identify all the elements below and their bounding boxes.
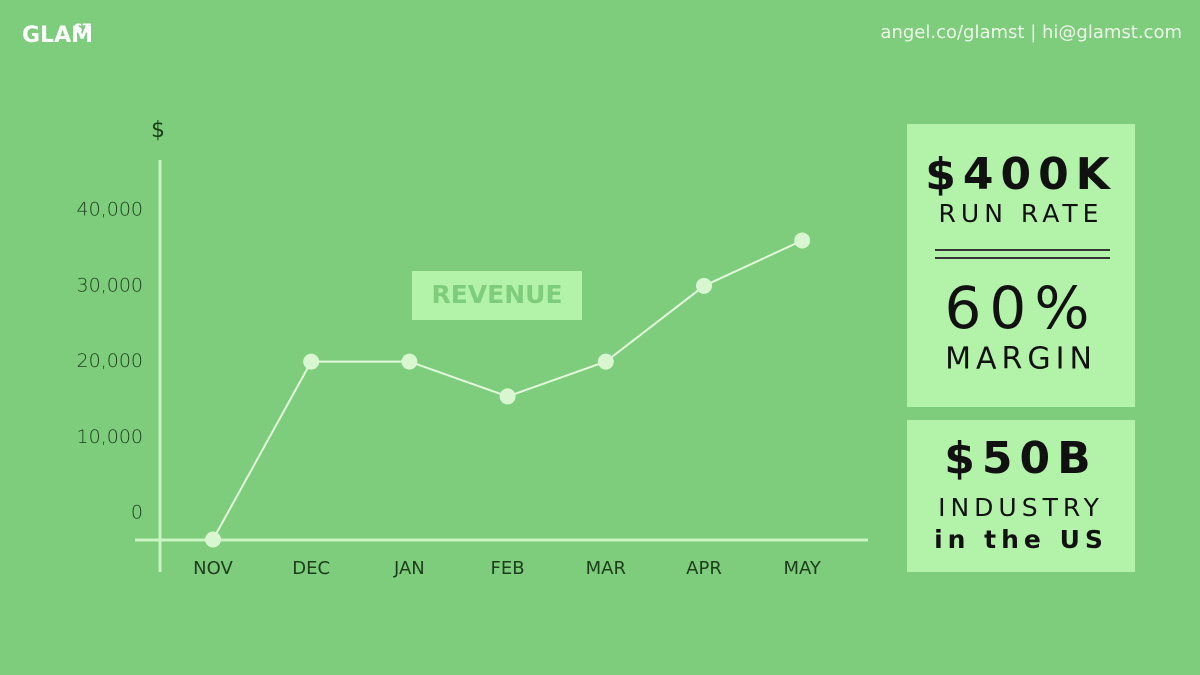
y-axis-label: $ xyxy=(151,118,165,143)
logo: GLAM xyxy=(22,23,93,48)
y-tick-label: 10,000 xyxy=(77,426,143,448)
stat-value: 60% xyxy=(945,274,1098,342)
stat-box xyxy=(907,420,1135,572)
x-tick-label: MAR xyxy=(586,558,626,579)
stat-value: $50B xyxy=(944,433,1097,484)
y-tick-label: 30,000 xyxy=(77,274,143,296)
contact: angel.co/glamst | hi@glamst.com xyxy=(880,22,1182,43)
x-tick-label: FEB xyxy=(491,558,525,579)
stat-label: INDUSTRY xyxy=(938,493,1104,522)
data-point xyxy=(205,531,221,548)
data-point xyxy=(794,232,811,249)
y-tick-label: 0 xyxy=(131,502,143,524)
x-tick-label: APR xyxy=(686,558,722,579)
stat-label: RUN RATE xyxy=(939,199,1104,228)
stat-value: $400K xyxy=(925,149,1117,200)
title-box xyxy=(412,271,582,320)
x-tick-label: NOV xyxy=(193,558,233,579)
data-point xyxy=(696,277,712,294)
data-point xyxy=(499,388,516,405)
y-tick-label: 40,000 xyxy=(77,199,143,221)
y-tick-label: 20,000 xyxy=(77,350,143,372)
x-tick-label: JAN xyxy=(393,558,425,579)
data-point xyxy=(597,353,614,370)
x-tick-label: MAY xyxy=(783,558,821,579)
chart-title: REVENUE xyxy=(431,280,562,309)
data-point xyxy=(303,353,320,370)
data-point xyxy=(401,353,418,370)
stat-label: MARGIN xyxy=(945,342,1097,377)
x-tick-label: DEC xyxy=(292,558,330,579)
stat-label: in the US xyxy=(934,525,1108,554)
logo-sup: ST xyxy=(74,22,92,36)
stat-box xyxy=(907,124,1135,407)
